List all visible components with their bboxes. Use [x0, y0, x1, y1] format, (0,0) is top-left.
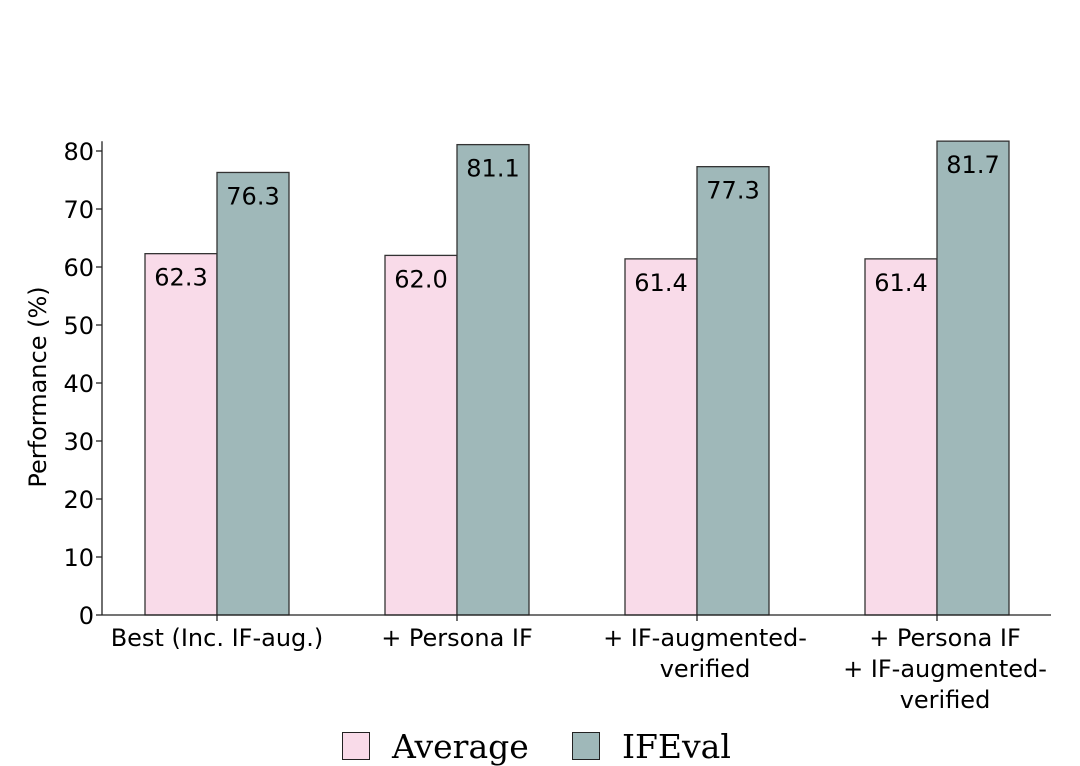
legend-label-ifeval: IFEval: [622, 727, 731, 766]
bar-average-0: [144, 253, 218, 616]
bar-ifeval-3: [936, 140, 1010, 616]
bar-value-label: 81.7: [946, 151, 999, 179]
bar-value-label: 61.4: [634, 269, 687, 297]
legend-swatch-ifeval: [572, 732, 600, 760]
y-tick-label: 40: [63, 370, 94, 398]
x-tick-label-line: verified: [900, 686, 991, 714]
y-tick-label: 50: [63, 312, 94, 340]
plot-area: 62.3 62.0 61.4 61.4 76.3 81.1 77.3 81.7 0 10 20 30 4…: [63, 138, 1051, 714]
bar-ifeval-2: [696, 166, 770, 616]
bar-value-label: 81.1: [466, 155, 519, 183]
legend: Average IFEval: [0, 722, 1080, 764]
x-tick-label-line: + IF-augmented-: [843, 655, 1047, 683]
bar-value-label: 61.4: [874, 269, 927, 297]
y-tick-label: 60: [63, 254, 94, 282]
x-tick-label-line: + IF-augmented-: [603, 624, 807, 652]
bar-value-label: 77.3: [706, 177, 759, 205]
bar-average-3: [864, 258, 938, 616]
bar-value-label: 76.3: [226, 182, 279, 210]
y-tick-label: 80: [63, 138, 94, 166]
y-tick-label: 20: [63, 486, 94, 514]
y-tick-label: 0: [79, 602, 94, 630]
bar-value-label: 62.0: [394, 265, 447, 293]
x-tick-label-line: Best (Inc. IF-aug.): [111, 624, 324, 652]
y-axis-title: Performance (%): [24, 286, 52, 487]
x-tick-label: + Persona IF + IF-augmented-verified: [843, 624, 1047, 714]
legend-label-average: Average: [392, 727, 529, 766]
x-tick-label-line: verified: [660, 655, 751, 683]
legend-item-average: Average: [342, 730, 529, 764]
x-tick-label: Best (Inc. IF-aug.): [111, 624, 324, 652]
x-tick-label-line: + Persona IF: [869, 624, 1021, 652]
y-tick-label: 70: [63, 196, 94, 224]
y-tick-label: 10: [63, 544, 94, 572]
x-tick-label: + IF-augmented-verified: [603, 624, 807, 683]
bar-average-2: [624, 258, 698, 616]
bar-chart: 62.3 62.0 61.4 61.4 76.3 81.1 77.3 81.7 0 10 20 30 4…: [24, 138, 1051, 714]
legend-item-ifeval: IFEval: [572, 730, 731, 764]
bar-value-label: 62.3: [154, 264, 207, 292]
bar-ifeval-0: [216, 171, 290, 616]
x-tick-label: + Persona IF: [381, 624, 533, 652]
y-tick-label: 30: [63, 428, 94, 456]
bar-ifeval-1: [456, 143, 530, 616]
x-tick-label-line: + Persona IF: [381, 624, 533, 652]
bar-average-1: [384, 254, 458, 616]
legend-swatch-average: [342, 732, 370, 760]
